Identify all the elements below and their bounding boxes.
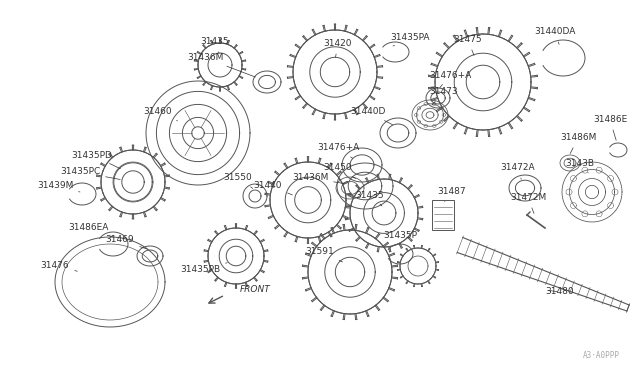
Text: 31487: 31487 [438,187,467,202]
Text: 31486EA: 31486EA [68,224,113,237]
Text: 31486M: 31486M [560,134,596,154]
Text: 31486E: 31486E [593,115,627,140]
Text: 31436M: 31436M [292,173,344,183]
Text: 31435: 31435 [356,190,384,206]
Text: 31435PD: 31435PD [72,151,120,169]
Text: 31440: 31440 [253,180,292,195]
Text: 31440DA: 31440DA [534,28,576,44]
Text: 31480: 31480 [546,288,574,296]
Text: 31472A: 31472A [500,164,535,179]
Text: 31436M: 31436M [187,54,255,77]
Text: 31472M: 31472M [510,193,546,214]
Text: 31435: 31435 [201,38,229,53]
Text: 31420: 31420 [324,39,352,57]
Text: 31435PA: 31435PA [390,33,429,46]
Text: 31476+A: 31476+A [429,71,471,88]
Text: 31550: 31550 [223,173,253,188]
Text: 31591: 31591 [306,247,342,262]
Text: 31476: 31476 [41,260,77,271]
Text: 31469: 31469 [106,235,147,249]
Text: A3·A0PPP: A3·A0PPP [583,351,620,360]
Text: 31435P: 31435P [383,231,417,245]
Text: 31460: 31460 [144,108,177,121]
Text: 31475: 31475 [454,35,483,55]
Text: 31439M: 31439M [37,180,80,192]
Text: 31435PB: 31435PB [180,263,227,275]
Text: 31435PC: 31435PC [60,167,120,180]
Text: 31473: 31473 [429,87,458,105]
Text: 31440D: 31440D [350,108,392,125]
Text: 3143B: 3143B [566,158,595,173]
Text: FRONT: FRONT [240,285,271,295]
Text: 31450: 31450 [324,164,356,179]
Bar [432,200,454,230]
Text: 31476+A: 31476+A [317,144,359,158]
